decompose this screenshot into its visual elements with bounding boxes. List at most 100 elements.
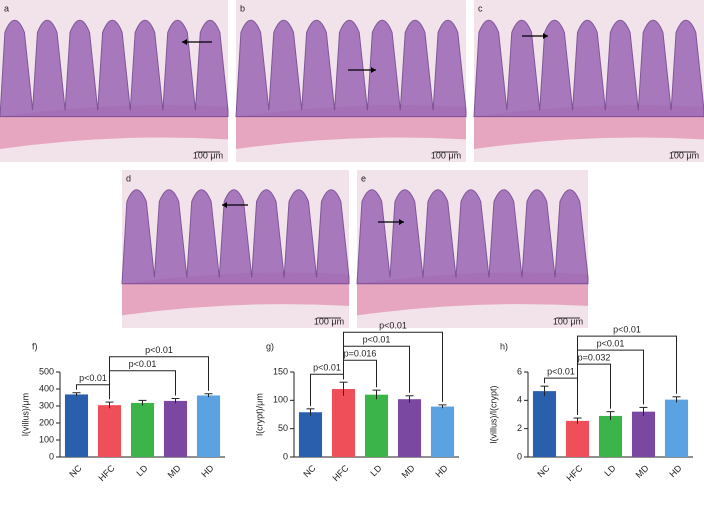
error-bar xyxy=(639,406,648,416)
x-tick-label: HFC xyxy=(96,463,117,484)
panel-label: f) xyxy=(32,341,38,351)
histology-panel: d 100 μm xyxy=(121,170,350,328)
error-bar xyxy=(438,404,447,409)
error-bar xyxy=(405,395,414,403)
bar xyxy=(565,420,590,457)
y-axis-label: l(villus)/l(crypt) xyxy=(488,386,498,444)
panel-label: a xyxy=(4,3,9,13)
y-tick-label: 0 xyxy=(49,451,54,461)
y-tick-label: 150 xyxy=(273,366,288,376)
error-bar xyxy=(204,393,213,398)
scale-bar-label: 100 μm xyxy=(553,316,583,326)
significance-label: p<0.01 xyxy=(79,373,107,383)
scale-bar-label: 100 μm xyxy=(431,150,461,160)
error-bar xyxy=(339,381,348,396)
significance-label: p<0.01 xyxy=(613,325,641,335)
arrow-head xyxy=(399,219,404,225)
significance-bracket xyxy=(343,359,377,388)
panel-label: c xyxy=(478,3,483,13)
x-tick-label: MD xyxy=(634,463,651,480)
bar xyxy=(97,405,122,457)
error-bar xyxy=(540,385,549,397)
y-tick-label: 100 xyxy=(273,395,288,405)
x-tick-label: HFC xyxy=(564,463,585,484)
bar xyxy=(631,411,656,457)
scale-bar-label: 100 μm xyxy=(669,150,699,160)
x-tick-label: LD xyxy=(602,463,618,479)
x-tick-label: HD xyxy=(433,463,450,480)
significance-label: p<0.01 xyxy=(145,345,173,355)
x-tick-label: LD xyxy=(368,463,384,479)
error-bar xyxy=(171,398,180,404)
bar xyxy=(430,406,455,457)
arrow-head xyxy=(182,39,187,45)
villi xyxy=(121,189,350,285)
histology-panel: b 100 μm xyxy=(235,0,467,162)
significance-bracket xyxy=(109,370,176,400)
bar xyxy=(397,399,422,457)
x-tick-label: NC xyxy=(535,463,552,480)
error-bar xyxy=(105,401,114,409)
y-tick-label: 2 xyxy=(517,423,522,433)
x-tick-label: HFC xyxy=(330,463,351,484)
significance-label: p<0.01 xyxy=(597,339,625,349)
significance-label: p<0.01 xyxy=(363,335,391,345)
arrow-head xyxy=(371,67,376,73)
villi xyxy=(0,19,229,118)
arrow-head xyxy=(222,202,227,208)
y-axis-label: l(villus)/μm xyxy=(20,393,30,436)
significance-label: p<0.01 xyxy=(547,367,575,377)
arrow-head xyxy=(543,33,548,39)
error-bar xyxy=(306,408,315,416)
error-bar xyxy=(72,392,81,397)
histology-panel: a 100 μm xyxy=(0,0,229,162)
villi xyxy=(473,19,704,118)
error-bar xyxy=(573,417,582,424)
panel-label: b xyxy=(240,3,245,13)
bar xyxy=(64,394,89,457)
y-tick-label: 50 xyxy=(278,423,288,433)
bar xyxy=(364,394,389,457)
panel-label: g) xyxy=(266,341,274,351)
significance-bracket xyxy=(343,331,443,402)
y-tick-label: 500 xyxy=(39,366,54,376)
y-tick-label: 300 xyxy=(39,400,54,410)
significance-bracket xyxy=(577,363,611,416)
y-tick-label: 100 xyxy=(39,434,54,444)
x-tick-label: MD xyxy=(400,463,417,480)
significance-label: p<0.01 xyxy=(129,359,157,369)
y-axis-label: l(crypt)/μm xyxy=(254,393,264,436)
panel-label: h) xyxy=(500,341,508,351)
significance-label: p<0.01 xyxy=(379,321,407,331)
x-tick-label: MD xyxy=(166,463,183,480)
x-tick-label: NC xyxy=(301,463,318,480)
histology-panel: c 100 μm xyxy=(473,0,704,162)
y-tick-label: 400 xyxy=(39,383,54,393)
y-tick-label: 6 xyxy=(517,366,522,376)
y-tick-label: 0 xyxy=(517,451,522,461)
significance-bracket xyxy=(109,356,209,400)
error-bar xyxy=(138,399,147,406)
y-tick-label: 0 xyxy=(283,451,288,461)
bar xyxy=(532,391,557,457)
panel-label: d xyxy=(126,173,131,183)
bar xyxy=(331,389,356,457)
error-bar xyxy=(606,411,615,421)
error-bar xyxy=(672,396,681,403)
x-tick-label: HD xyxy=(199,463,216,480)
y-tick-label: 4 xyxy=(517,395,522,405)
significance-label: p=0.016 xyxy=(344,349,377,359)
significance-label: p<0.01 xyxy=(313,363,341,373)
villi xyxy=(235,19,467,118)
error-bar xyxy=(372,389,381,400)
villi xyxy=(356,189,589,285)
x-tick-label: HD xyxy=(667,463,684,480)
bar xyxy=(130,402,155,457)
bar xyxy=(163,400,188,457)
y-tick-label: 200 xyxy=(39,417,54,427)
scale-bar-label: 100 μm xyxy=(314,316,344,326)
panel-label: e xyxy=(361,173,366,183)
significance-label: p=0.032 xyxy=(578,353,611,363)
significance-bracket xyxy=(577,335,677,416)
